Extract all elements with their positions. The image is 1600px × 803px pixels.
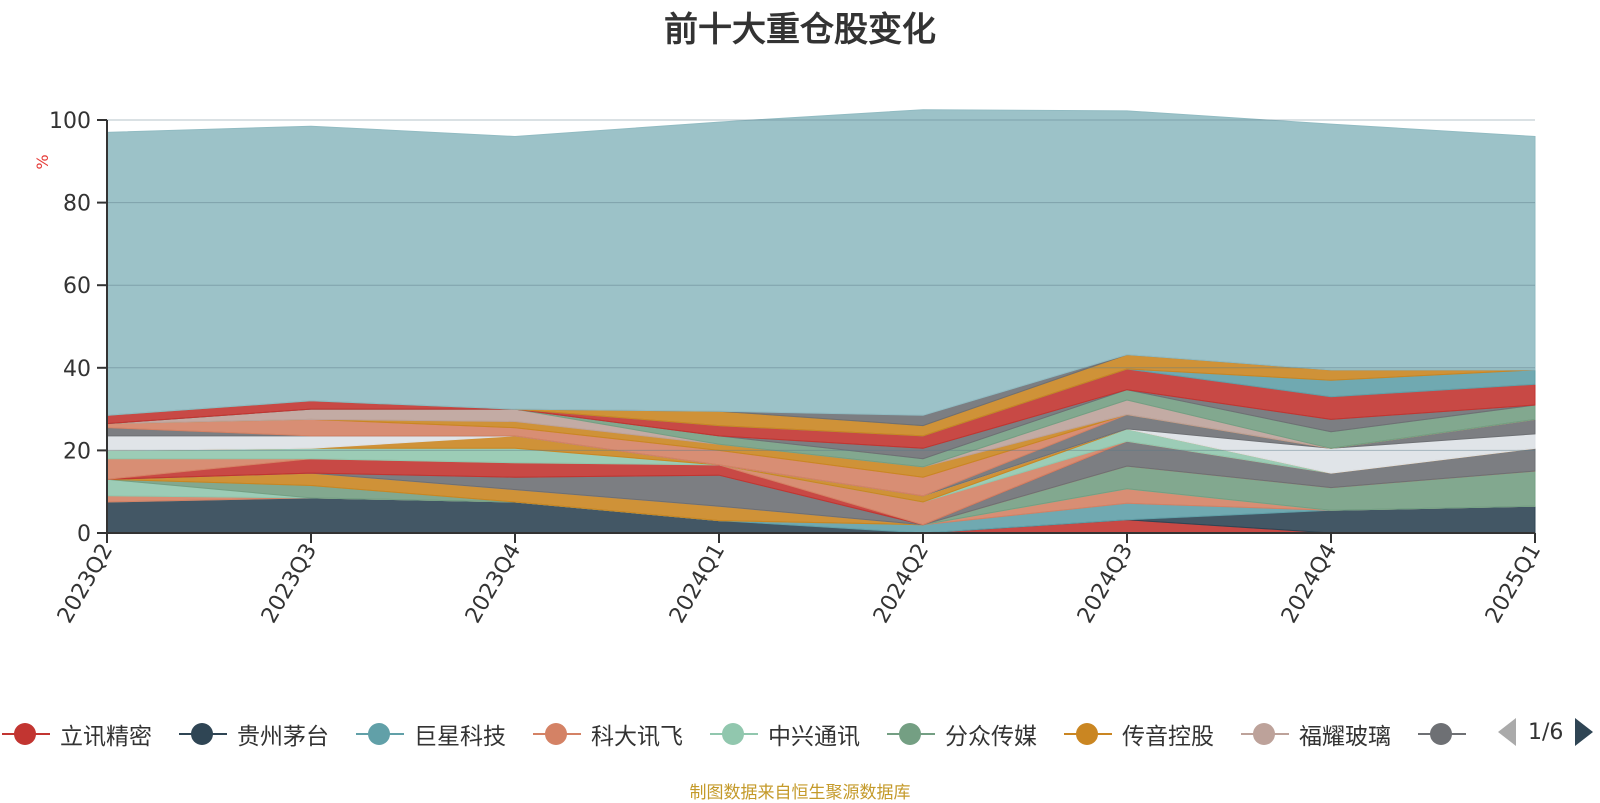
grid-lines: [107, 119, 1535, 451]
legend-label: 中兴通讯: [768, 724, 860, 750]
y-tick-label: 60: [63, 274, 91, 299]
x-tick-label: 2024Q3: [1073, 540, 1138, 628]
x-tick-label: 2023Q3: [257, 540, 322, 628]
x-tick-label: 2023Q4: [461, 540, 526, 628]
y-tick-label: 40: [63, 357, 91, 382]
y-tick-label: 100: [49, 109, 91, 134]
x-tick-label: 2023Q2: [53, 540, 118, 628]
legend-marker-icon: [531, 718, 583, 750]
area-series: [106, 109, 1536, 534]
legend-item[interactable]: 立讯精密: [0, 718, 152, 750]
x-tick-label: 2024Q2: [869, 540, 934, 628]
legend-item[interactable]: 传音控股: [1062, 718, 1214, 750]
legend-label: 巨星科技: [414, 724, 506, 750]
legend-item[interactable]: 科大讯飞: [531, 718, 683, 750]
x-tick-label: 2024Q4: [1277, 540, 1342, 628]
legend-label: 分众传媒: [945, 724, 1037, 750]
y-tick-label: 80: [63, 192, 91, 217]
area-series-24: [106, 109, 1536, 416]
legend-item[interactable]: [1416, 718, 1468, 750]
legend-item[interactable]: 中兴通讯: [708, 718, 860, 750]
legend-marker-icon: [177, 718, 229, 750]
legend-pager: 1/6: [1498, 718, 1594, 746]
legend-marker-icon: [885, 718, 937, 750]
legend-label: 福耀玻璃: [1299, 724, 1391, 750]
stacked-area-chart: 0 20 40 60 80 100 2023Q2 2023Q3 2023Q4 2024Q1 2024…: [33, 109, 1546, 628]
legend-next-page-icon[interactable]: [1575, 718, 1594, 746]
legend-item[interactable]: 巨星科技: [354, 718, 506, 750]
y-axis-label: %: [33, 154, 52, 169]
x-tick-label: 2025Q1: [1481, 540, 1546, 628]
legend-item[interactable]: 分众传媒: [885, 718, 1037, 750]
legend-marker-icon: [1239, 718, 1291, 750]
legend-marker-icon: [708, 718, 760, 750]
x-tick-label: 2024Q1: [665, 540, 730, 628]
legend-marker-icon: [0, 718, 52, 750]
legend-prev-page-icon[interactable]: [1498, 718, 1516, 746]
chart-title: 前十大重仓股变化: [664, 10, 936, 50]
legend-marker-icon: [354, 718, 406, 750]
legend-label: 传音控股: [1122, 724, 1214, 750]
y-tick-label: 20: [63, 439, 91, 464]
legend-page-indicator: 1/6: [1528, 719, 1564, 745]
data-source-note: 制图数据来自恒生聚源数据库: [689, 783, 911, 803]
legend-marker-icon: [1062, 718, 1114, 750]
legend-marker-icon: [1416, 718, 1468, 750]
legend-label: 科大讯飞: [591, 724, 683, 750]
y-tick-label: 0: [77, 522, 91, 547]
legend-label: 贵州茅台: [237, 724, 329, 750]
legend-label: 立讯精密: [60, 724, 152, 750]
legend: 立讯精密 贵州茅台 巨星科技 科大讯飞 中兴通讯 分众传媒 传音控股 福耀玻璃: [0, 718, 1490, 754]
legend-item[interactable]: 贵州茅台: [177, 718, 329, 750]
legend-item[interactable]: 福耀玻璃: [1239, 718, 1391, 750]
